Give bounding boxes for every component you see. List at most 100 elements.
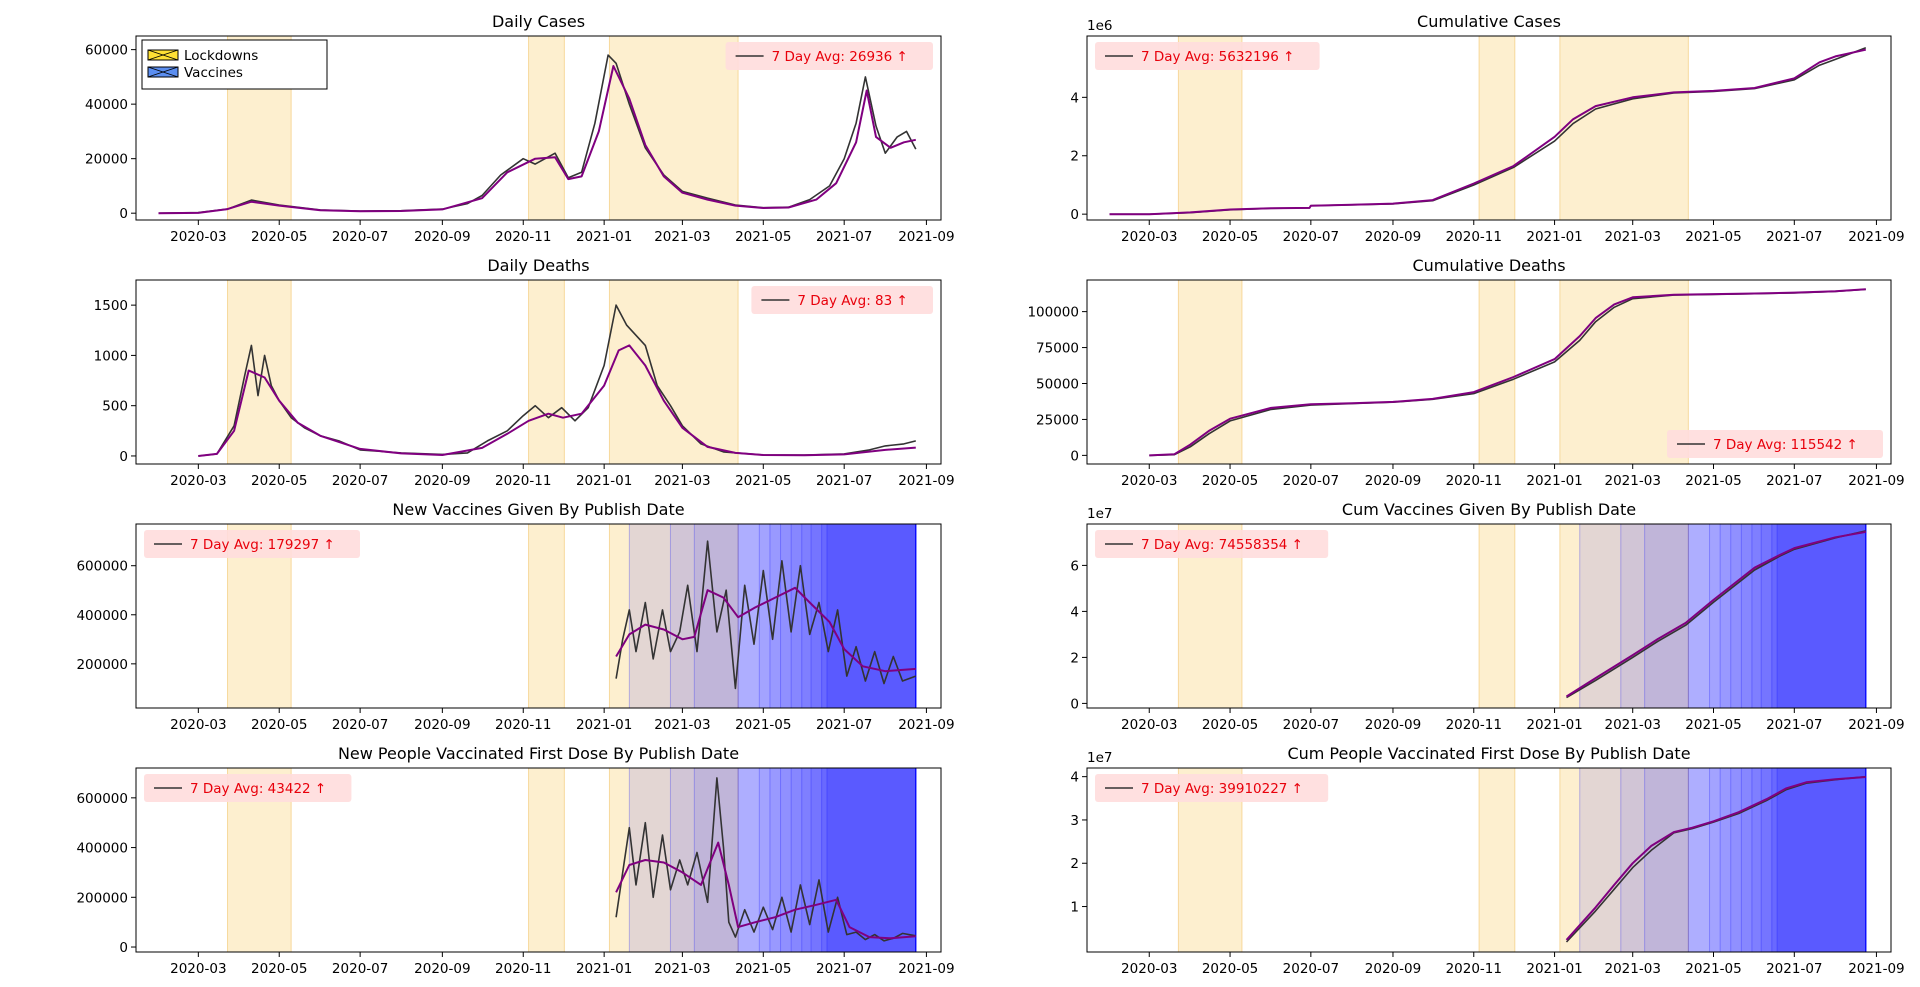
x-tick-label: 2020-05 <box>1202 229 1258 245</box>
y-tick-label: 1 <box>1070 900 1079 916</box>
x-tick-label: 2021-03 <box>1605 473 1661 489</box>
vaccine-band-2 <box>1620 524 1867 708</box>
plot-area <box>198 280 916 464</box>
vaccine-band-11 <box>1771 768 1867 952</box>
plot-area <box>227 768 917 952</box>
x-tick-label: 2020-09 <box>1365 473 1421 489</box>
x-tick-label: 2020-05 <box>251 229 307 245</box>
vaccine-band-12 <box>1776 768 1867 952</box>
plot-frame <box>135 279 942 465</box>
x-tick-label: 2021-05 <box>1685 473 1741 489</box>
avg-badge: 7 Day Avg: 39910227 ↑ <box>1095 774 1329 802</box>
x-tick-label: 2021-01 <box>1526 717 1582 733</box>
y-tick-label: 0 <box>1070 448 1079 464</box>
x-tick-label: 2021-01 <box>576 961 632 977</box>
plot-frame <box>1086 35 1892 221</box>
vaccine-band-9 <box>1751 524 1867 708</box>
x-tick-label: 2020-03 <box>1121 961 1177 977</box>
x-tick-label: 2020-03 <box>170 961 226 977</box>
avg-badge-bg <box>144 774 352 802</box>
plot-frame <box>135 767 942 953</box>
plot-area <box>1177 524 1867 708</box>
x-tick-label: 2021-09 <box>1848 717 1904 733</box>
y-tick-label: 4 <box>1070 604 1079 620</box>
x-tick-label: 2020-07 <box>1283 961 1339 977</box>
plot-frame <box>135 523 942 709</box>
avg-badge-bg <box>725 42 933 70</box>
lockdown-band-2 <box>1478 36 1516 220</box>
y-tick-label: 2 <box>1070 149 1079 165</box>
y-tick-label: 50000 <box>1036 377 1079 393</box>
x-tick-label: 2020-09 <box>414 961 470 977</box>
x-tick-label: 2020-09 <box>1365 717 1421 733</box>
x-tick-label: 2021-09 <box>898 717 954 733</box>
x-tick-label: 2021-07 <box>816 473 872 489</box>
x-tick-label: 2021-03 <box>1605 961 1661 977</box>
y-tick-label: 500 <box>102 399 128 415</box>
x-tick-label: 2020-03 <box>1121 717 1177 733</box>
x-tick-label: 2021-07 <box>816 961 872 977</box>
x-tick-label: 2020-11 <box>495 229 551 245</box>
x-tick-label: 2020-07 <box>1283 473 1339 489</box>
avg-badge-text: 7 Day Avg: 83 ↑ <box>797 293 907 309</box>
avg-badge: 7 Day Avg: 5632196 ↑ <box>1095 42 1320 70</box>
x-tick-label: 2020-07 <box>332 717 388 733</box>
x-tick-label: 2021-03 <box>654 961 710 977</box>
lockdown-band-3 <box>608 768 739 952</box>
x-tick-label: 2021-01 <box>576 473 632 489</box>
vaccine-band-1 <box>628 768 917 952</box>
y-tick-label: 400000 <box>76 608 128 624</box>
vaccine-band-7 <box>1730 768 1867 952</box>
x-tick-label: 2021-03 <box>1605 229 1661 245</box>
y-tick-label: 1500 <box>94 298 128 314</box>
chart-panel-4: Cumulative Deaths 0 25000 50000 75000 100000 2… <box>1027 256 1904 489</box>
x-tick-label: 2021-03 <box>654 229 710 245</box>
chart-panel-8: Cum People Vaccinated First Dose By Publ… <box>1070 744 1904 977</box>
lockdown-band-3 <box>1559 36 1689 220</box>
x-tick-label: 2021-07 <box>1766 473 1822 489</box>
x-tick-label: 2020-03 <box>170 473 226 489</box>
vaccine-band-10 <box>810 524 917 708</box>
lockdown-band-3 <box>1559 768 1689 952</box>
x-tick-label: 2020-07 <box>332 229 388 245</box>
chart-panel-1: Daily Cases 0 20000 40000 60000 2020-03 2020-0… <box>85 12 955 245</box>
chart-panel-6: Cum Vaccines Given By Publish Date 0 2 4 6 1e… <box>1070 500 1904 733</box>
chart-panel-2: Cumulative Cases 0 2 4 1e6 2020-03 2020-05 2020… <box>1070 12 1904 245</box>
x-tick-label: 2021-05 <box>1685 229 1741 245</box>
chart-title: Cum People Vaccinated First Dose By Publ… <box>1287 744 1690 763</box>
y-tick-label: 1000 <box>94 348 128 364</box>
x-tick-label: 2021-05 <box>735 717 791 733</box>
vaccine-band-5 <box>1709 768 1867 952</box>
y-tick-label: 4 <box>1070 770 1079 786</box>
y-tick-label: 20000 <box>85 152 128 168</box>
y-tick-label: 25000 <box>1036 412 1079 428</box>
vaccine-band-6 <box>1719 524 1867 708</box>
x-tick-label: 2020-09 <box>1365 229 1421 245</box>
x-tick-label: 2020-05 <box>251 961 307 977</box>
vaccine-band-10 <box>810 768 917 952</box>
x-tick-label: 2021-03 <box>654 717 710 733</box>
x-tick-label: 2021-05 <box>735 961 791 977</box>
x-tick-label: 2020-11 <box>1446 473 1502 489</box>
vaccine-band-1 <box>1579 768 1867 952</box>
vaccine-band-6 <box>769 524 917 708</box>
vaccine-band-2 <box>1620 768 1867 952</box>
y-axis-exponent: 1e6 <box>1087 18 1112 34</box>
chart-title: Daily Cases <box>492 12 585 31</box>
vaccine-band-11 <box>1771 524 1867 708</box>
avg-badge: 7 Day Avg: 115542 ↑ <box>1667 430 1883 458</box>
avg-badge-text: 7 Day Avg: 115542 ↑ <box>1713 437 1858 453</box>
series-line-avg <box>1149 288 1866 457</box>
x-tick-label: 2021-07 <box>816 717 872 733</box>
lockdown-band-2 <box>528 768 565 952</box>
avg-badge-text: 7 Day Avg: 43422 ↑ <box>190 781 326 797</box>
vaccine-band-5 <box>1709 524 1867 708</box>
series-line-avg <box>1109 48 1867 216</box>
y-tick-label: 0 <box>119 206 128 222</box>
avg-badge-bg <box>1095 42 1320 70</box>
x-tick-label: 2020-07 <box>332 473 388 489</box>
vaccine-band-11 <box>821 768 917 952</box>
x-tick-label: 2021-01 <box>576 229 632 245</box>
x-tick-label: 2021-05 <box>1685 961 1741 977</box>
